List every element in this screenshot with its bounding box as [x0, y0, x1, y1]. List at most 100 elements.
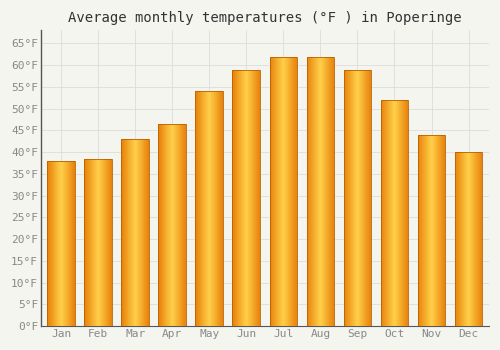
- Bar: [359, 70, 360, 326]
- Bar: [366, 70, 367, 326]
- Bar: [461, 152, 462, 326]
- Bar: [467, 152, 468, 326]
- Bar: [465, 152, 466, 326]
- Bar: [444, 135, 446, 326]
- Bar: [110, 159, 111, 326]
- Bar: [90, 159, 92, 326]
- Bar: [248, 70, 249, 326]
- Bar: [330, 57, 331, 326]
- Bar: [398, 100, 400, 326]
- Bar: [200, 91, 201, 326]
- Bar: [332, 57, 333, 326]
- Bar: [481, 152, 482, 326]
- Bar: [171, 124, 172, 326]
- Bar: [125, 139, 126, 326]
- Bar: [347, 70, 348, 326]
- Title: Average monthly temperatures (°F ) in Poperinge: Average monthly temperatures (°F ) in Po…: [68, 11, 462, 25]
- Bar: [288, 57, 289, 326]
- Bar: [134, 139, 136, 326]
- Bar: [170, 124, 171, 326]
- Bar: [480, 152, 481, 326]
- Bar: [133, 139, 134, 326]
- Bar: [284, 57, 285, 326]
- Bar: [312, 57, 313, 326]
- Bar: [206, 91, 208, 326]
- Bar: [95, 159, 96, 326]
- Bar: [306, 57, 334, 326]
- Bar: [48, 161, 49, 326]
- Bar: [394, 100, 395, 326]
- Bar: [127, 139, 128, 326]
- Bar: [278, 57, 279, 326]
- Bar: [233, 70, 234, 326]
- Bar: [123, 139, 124, 326]
- Bar: [313, 57, 314, 326]
- Bar: [132, 139, 133, 326]
- Bar: [479, 152, 480, 326]
- Bar: [208, 91, 210, 326]
- Bar: [276, 57, 277, 326]
- Bar: [164, 124, 166, 326]
- Bar: [54, 161, 55, 326]
- Bar: [367, 70, 368, 326]
- Bar: [55, 161, 56, 326]
- Bar: [100, 159, 101, 326]
- Bar: [241, 70, 242, 326]
- Bar: [306, 57, 307, 326]
- Bar: [435, 135, 436, 326]
- Bar: [293, 57, 294, 326]
- Bar: [386, 100, 387, 326]
- Bar: [323, 57, 324, 326]
- Bar: [321, 57, 322, 326]
- Bar: [99, 159, 100, 326]
- Bar: [92, 159, 94, 326]
- Bar: [201, 91, 202, 326]
- Bar: [214, 91, 215, 326]
- Bar: [361, 70, 362, 326]
- Bar: [88, 159, 90, 326]
- Bar: [129, 139, 130, 326]
- Bar: [111, 159, 112, 326]
- Bar: [162, 124, 164, 326]
- Bar: [322, 57, 323, 326]
- Bar: [357, 70, 358, 326]
- Bar: [331, 57, 332, 326]
- Bar: [242, 70, 243, 326]
- Bar: [424, 135, 426, 326]
- Bar: [421, 135, 422, 326]
- Bar: [472, 152, 474, 326]
- Bar: [470, 152, 472, 326]
- Bar: [387, 100, 388, 326]
- Bar: [442, 135, 444, 326]
- Bar: [475, 152, 476, 326]
- Bar: [395, 100, 396, 326]
- Bar: [396, 100, 398, 326]
- Bar: [174, 124, 175, 326]
- Bar: [84, 159, 85, 326]
- Bar: [103, 159, 104, 326]
- Bar: [94, 159, 95, 326]
- Bar: [437, 135, 438, 326]
- Bar: [104, 159, 105, 326]
- Bar: [271, 57, 272, 326]
- Bar: [142, 139, 143, 326]
- Bar: [159, 124, 160, 326]
- Bar: [477, 152, 478, 326]
- Bar: [407, 100, 408, 326]
- Bar: [348, 70, 349, 326]
- Bar: [218, 91, 219, 326]
- Bar: [136, 139, 138, 326]
- Bar: [422, 135, 423, 326]
- Bar: [140, 139, 141, 326]
- Bar: [317, 57, 318, 326]
- Bar: [232, 70, 260, 326]
- Bar: [462, 152, 463, 326]
- Bar: [52, 161, 53, 326]
- Bar: [199, 91, 200, 326]
- Bar: [139, 139, 140, 326]
- Bar: [101, 159, 102, 326]
- Bar: [58, 161, 59, 326]
- Bar: [320, 57, 321, 326]
- Bar: [402, 100, 403, 326]
- Bar: [360, 70, 361, 326]
